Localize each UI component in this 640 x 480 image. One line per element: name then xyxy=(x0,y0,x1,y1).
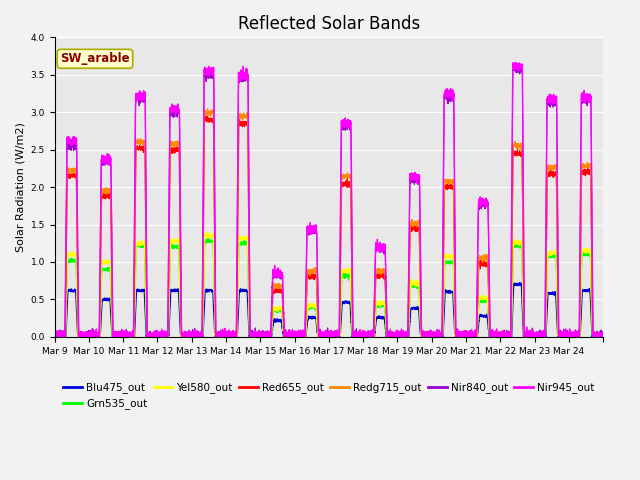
Grn535_out xyxy=(599,334,607,339)
Grn535_out xyxy=(349,333,357,338)
Grn535_out xyxy=(204,236,212,241)
Redg715_out xyxy=(204,106,211,111)
Yel580_out xyxy=(51,334,58,340)
Nir945_out xyxy=(52,334,60,340)
Redg715_out xyxy=(479,256,487,262)
Nir945_out xyxy=(479,198,487,204)
Red655_out xyxy=(349,330,357,336)
Redg715_out xyxy=(51,333,58,339)
Blu475_out xyxy=(506,333,514,339)
Blu475_out xyxy=(349,334,357,340)
Yel580_out xyxy=(164,331,172,337)
Blu475_out xyxy=(51,334,58,339)
Title: Reflected Solar Bands: Reflected Solar Bands xyxy=(238,15,420,33)
Legend: Blu475_out, Grn535_out, Yel580_out, Red655_out, Redg715_out, Nir840_out, Nir945_: Blu475_out, Grn535_out, Yel580_out, Red6… xyxy=(59,378,599,413)
Redg715_out xyxy=(51,334,59,340)
Yel580_out xyxy=(379,302,387,308)
Grn535_out xyxy=(52,334,60,340)
Nir840_out xyxy=(506,334,514,340)
Red655_out xyxy=(379,273,387,278)
Nir840_out xyxy=(599,330,607,336)
Blu475_out xyxy=(521,334,529,340)
Nir840_out xyxy=(516,61,524,67)
Blu475_out xyxy=(599,331,607,337)
Nir945_out xyxy=(349,330,357,336)
Nir945_out xyxy=(521,329,529,335)
Redg715_out xyxy=(507,334,515,340)
Yel580_out xyxy=(599,333,607,338)
Y-axis label: Solar Radiation (W/m2): Solar Radiation (W/m2) xyxy=(15,122,25,252)
Nir945_out xyxy=(599,332,607,338)
Line: Nir840_out: Nir840_out xyxy=(54,64,603,337)
Text: SW_arable: SW_arable xyxy=(60,52,130,65)
Grn535_out xyxy=(379,303,387,309)
Nir945_out xyxy=(164,255,172,261)
Nir840_out xyxy=(51,334,58,340)
Red655_out xyxy=(52,334,60,340)
Grn535_out xyxy=(479,298,487,304)
Nir945_out xyxy=(506,332,514,337)
Yel580_out xyxy=(204,229,212,235)
Redg715_out xyxy=(379,267,387,273)
Blu475_out xyxy=(516,280,524,286)
Nir840_out xyxy=(164,273,172,279)
Line: Redg715_out: Redg715_out xyxy=(54,108,603,337)
Yel580_out xyxy=(479,296,487,301)
Nir945_out xyxy=(512,60,520,65)
Red655_out xyxy=(203,113,211,119)
Nir840_out xyxy=(520,334,528,340)
Red655_out xyxy=(521,330,529,336)
Yel580_out xyxy=(349,334,357,340)
Grn535_out xyxy=(521,332,529,337)
Grn535_out xyxy=(164,333,172,338)
Redg715_out xyxy=(349,333,357,338)
Grn535_out xyxy=(51,333,58,338)
Redg715_out xyxy=(599,334,607,340)
Blu475_out xyxy=(51,334,59,340)
Yel580_out xyxy=(506,333,514,338)
Blu475_out xyxy=(164,334,172,340)
Nir840_out xyxy=(349,334,357,340)
Yel580_out xyxy=(520,333,528,339)
Red655_out xyxy=(507,332,515,337)
Grn535_out xyxy=(507,332,515,338)
Nir840_out xyxy=(379,249,387,254)
Line: Nir945_out: Nir945_out xyxy=(54,62,603,337)
Line: Grn535_out: Grn535_out xyxy=(54,239,603,337)
Line: Red655_out: Red655_out xyxy=(54,116,603,337)
Red655_out xyxy=(51,331,58,337)
Redg715_out xyxy=(164,301,172,307)
Red655_out xyxy=(599,332,607,337)
Red655_out xyxy=(479,260,487,266)
Line: Blu475_out: Blu475_out xyxy=(54,283,603,337)
Blu475_out xyxy=(379,314,387,320)
Nir840_out xyxy=(479,203,487,208)
Blu475_out xyxy=(479,314,487,320)
Nir945_out xyxy=(379,246,387,252)
Line: Yel580_out: Yel580_out xyxy=(54,232,603,337)
Redg715_out xyxy=(521,333,529,339)
Nir945_out xyxy=(51,328,58,334)
Red655_out xyxy=(164,302,172,308)
